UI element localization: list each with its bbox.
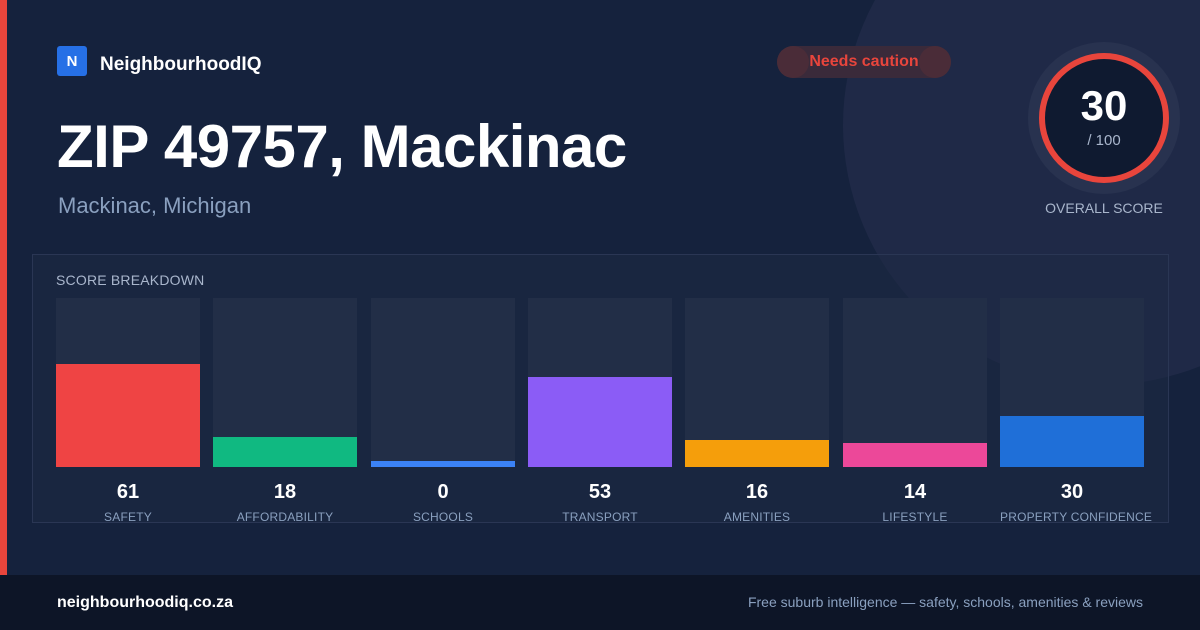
footer [0,575,1200,630]
score-bar-track [528,298,672,467]
score-bar-fill [56,364,200,467]
score-column-property-confidence: 30 PROPERTY CONFIDENCE [1000,298,1153,524]
footer-tagline: Free suburb intelligence — safety, schoo… [747,594,1143,610]
score-bar-track [371,298,515,467]
score-column-amenities: 16 AMENITIES [685,298,829,524]
score-bar-fill [843,443,987,467]
page-title: ZIP 49757, Mackinac [57,113,627,180]
score-bar-track [213,298,357,467]
score-label: LIFESTYLE [882,510,948,524]
score-value: 0 [437,481,449,503]
score-bar-track [843,298,987,467]
brand-name: NeighbourhoodIQ [100,54,262,75]
score-bar-track [56,298,200,467]
score-value: 61 [116,481,140,503]
score-bar-fill [371,461,515,467]
score-label: PROPERTY CONFIDENCE [1000,510,1153,524]
score-column-transport: 53 TRANSPORT [528,298,672,524]
brand-logo-icon: N [57,46,87,76]
score-column-safety: 61 SAFETY [56,298,200,524]
page-subtitle: Mackinac, Michigan [58,193,252,218]
score-column-affordability: 18 AFFORDABILITY [213,298,357,524]
score-column-lifestyle: 14 LIFESTYLE [843,298,987,524]
score-bar-track [685,298,829,467]
score-value: 53 [588,481,612,503]
score-value: 14 [903,481,927,503]
score-value: 30 [1060,481,1084,503]
score-bar-fill [1000,416,1144,467]
score-bar-fill [685,440,829,467]
status-badge-label: Needs caution [809,53,919,70]
overall-score-max: / 100 [1087,132,1121,149]
footer-domain-link[interactable]: neighbourhoodiq.co.za [57,594,233,611]
score-label: AFFORDABILITY [236,510,334,524]
score-label: SCHOOLS [412,510,474,524]
score-value: 18 [273,481,297,503]
brand: N NeighbourhoodIQ [57,46,261,76]
score-value: 16 [745,481,769,503]
score-breakdown-title: SCORE BREAKDOWN [56,272,205,288]
score-column-schools: 0 SCHOOLS [371,298,515,524]
score-bar-fill [528,377,672,467]
score-bar-track [1000,298,1144,467]
overall-score-value: 30 [1080,82,1128,129]
score-ring [1039,53,1169,183]
score-label: SAFETY [104,510,152,524]
score-label: AMENITIES [723,510,791,524]
score-label: TRANSPORT [562,510,638,524]
score-bar-fill [213,437,357,467]
status-badge: Needs caution [777,46,951,78]
left-accent-bar [0,0,7,575]
overall-score-label: OVERALL SCORE [1045,200,1163,216]
